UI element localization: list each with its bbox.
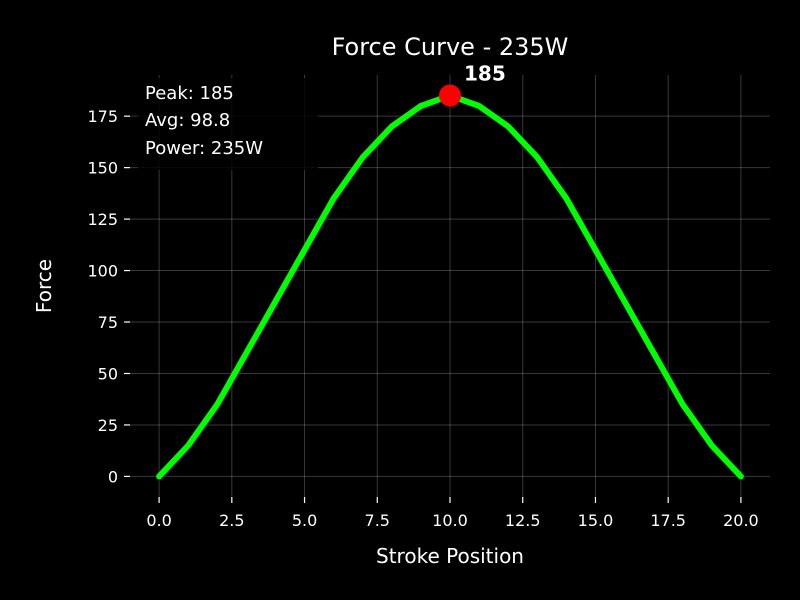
- x-tick-label: 10.0: [432, 511, 468, 530]
- x-tick-label: 17.5: [650, 511, 686, 530]
- x-tick-label: 0.0: [146, 511, 171, 530]
- stats-power: Power: 235W: [145, 138, 263, 159]
- chart-title: Force Curve - 235W: [332, 33, 569, 61]
- x-tick-label: 12.5: [505, 511, 541, 530]
- y-tick-label: 150: [87, 159, 118, 178]
- y-tick-label: 175: [87, 107, 118, 126]
- stats-box-background: [138, 78, 318, 170]
- x-tick-label: 5.0: [292, 511, 317, 530]
- x-axis-label: Stroke Position: [376, 544, 524, 568]
- stats-peak: Peak: 185: [145, 83, 234, 104]
- x-tick-label: 15.0: [578, 511, 614, 530]
- y-tick-label: 100: [87, 262, 118, 281]
- x-tick-label: 2.5: [219, 511, 244, 530]
- peak-value-label: 185: [464, 62, 506, 86]
- x-tick-label: 20.0: [723, 511, 759, 530]
- peak-marker: [439, 84, 461, 107]
- x-axis-ticks: 0.0 2.5 5.0 7.5 10.0 12.5 15.0 17.5 20.0: [146, 497, 759, 530]
- stats-avg: Avg: 98.8: [145, 110, 230, 131]
- y-tick-label: 50: [98, 364, 118, 383]
- x-tick-label: 7.5: [365, 511, 390, 530]
- peak-layer: 185: [439, 62, 506, 107]
- y-axis-label: Force: [32, 259, 56, 313]
- y-tick-label: 25: [98, 416, 118, 435]
- y-tick-label: 125: [87, 210, 118, 229]
- stats-box: Peak: 185 Avg: 98.8 Power: 235W: [138, 78, 318, 170]
- y-axis-ticks: 0 25 50 75 100 125 150 175: [87, 107, 130, 486]
- y-tick-label: 0: [108, 467, 118, 486]
- y-tick-label: 75: [98, 313, 118, 332]
